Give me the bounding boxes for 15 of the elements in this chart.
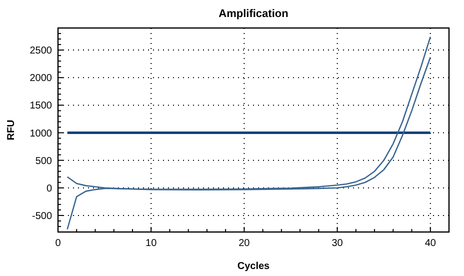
y-axis-title: RFU xyxy=(6,120,17,140)
y-tick-label: 1000 xyxy=(30,128,52,140)
y-tick-label: 500 xyxy=(35,156,52,167)
y-tick-label: 1500 xyxy=(30,100,52,112)
x-tick-label: 0 xyxy=(55,238,62,249)
x-tick-label: 30 xyxy=(332,238,344,249)
x-tick-label: 40 xyxy=(424,238,436,249)
chart-title: Amplification xyxy=(218,8,289,20)
x-tick-label: 10 xyxy=(146,238,158,249)
y-tick-label: 2000 xyxy=(30,73,52,84)
x-tick-label: 20 xyxy=(238,238,250,249)
y-tick-label: 0 xyxy=(46,183,52,194)
y-tick-label: 2500 xyxy=(30,46,52,57)
x-axis-title: Cycles xyxy=(237,261,270,272)
y-tick-label: -500 xyxy=(32,210,52,222)
